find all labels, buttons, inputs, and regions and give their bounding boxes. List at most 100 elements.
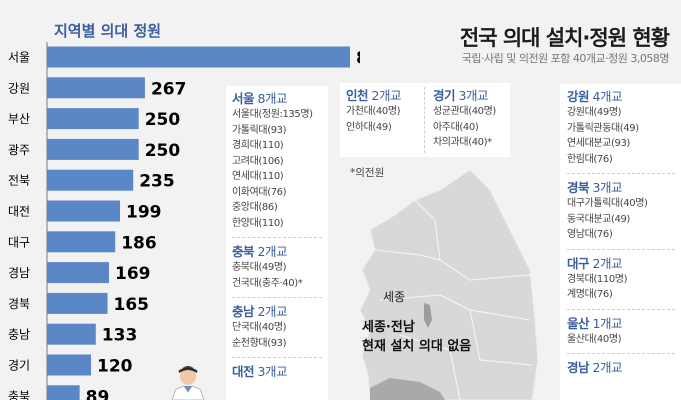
school-item: 서울대(정원:135명) xyxy=(232,109,313,120)
value-label: 250 xyxy=(145,141,181,161)
region-count: 3개교 xyxy=(257,364,288,379)
school-item: 영남대(76) xyxy=(567,229,613,240)
panel-capital-area: 인천 2개교 가천대(40명) 인하대(49) 경기 3개교 성균관대(40명) 아… xyxy=(340,83,510,157)
school-item: 성균관대(40명) xyxy=(433,106,496,117)
bar-경북 xyxy=(47,292,108,314)
divider xyxy=(232,297,322,298)
bar-경남 xyxy=(47,262,109,284)
school-item: 고려대(106) xyxy=(232,155,284,167)
region-name: 대전 xyxy=(232,364,255,379)
bar-경기 xyxy=(47,354,92,376)
map-note: *의전원 xyxy=(350,167,385,179)
map-caption-line2: 현재 설치 의대 없음 xyxy=(362,339,472,354)
jeonnam-region xyxy=(370,378,445,400)
map-border-lines xyxy=(374,199,533,400)
category-label: 충북 xyxy=(8,389,30,400)
school-item: 대구가톨릭대(40명) xyxy=(567,198,648,209)
school-item: 강원대(49명) xyxy=(567,107,622,118)
school-item: 울산대(40명) xyxy=(567,333,622,345)
school-item: 순천향대(93) xyxy=(232,337,287,349)
school-item: 경희대(110) xyxy=(232,140,284,151)
school-item: 건국대(충주·40)* xyxy=(232,277,303,289)
divider xyxy=(567,308,675,310)
category-label: 대전 xyxy=(8,205,30,219)
region-count: 2개교 xyxy=(592,255,623,271)
region-name: 서울 xyxy=(232,91,255,106)
value-number: 199 xyxy=(126,203,161,223)
value-number: 89 xyxy=(86,387,110,400)
value-number: 120 xyxy=(97,357,133,377)
region-count: 2개교 xyxy=(592,360,623,375)
divider xyxy=(567,248,675,250)
region-heading-gangwon: 강원 4개교 xyxy=(567,88,675,105)
doctor-illustration xyxy=(171,366,205,400)
region-count: 3개교 xyxy=(592,180,623,195)
bar-대전 xyxy=(47,200,120,222)
category-label: 경남 xyxy=(8,266,30,280)
category-label: 경기 xyxy=(8,359,30,373)
bar-부산 xyxy=(47,108,139,130)
region-count: 2개교 xyxy=(371,88,402,103)
bar-서울 xyxy=(47,46,350,68)
divider xyxy=(567,353,675,354)
value-number: 169 xyxy=(115,264,151,284)
category-label: 충남 xyxy=(8,328,30,342)
region-count: 2개교 xyxy=(257,244,288,259)
region-heading-gyeongnam: 경남 2개교 xyxy=(567,359,675,376)
region-heading-incheon: 인천 2개교 xyxy=(346,87,416,104)
region-name: 경북 xyxy=(567,180,590,195)
school-item: 이화여대(76) xyxy=(232,186,287,198)
value-number: 250 xyxy=(145,110,181,130)
school-item: 가천대(40명) xyxy=(346,106,401,117)
panel-column-right: 강원 4개교 강원대(49명) 가톨릭관동대(49) 연세대분교(93) 한림대(76… xyxy=(560,84,681,400)
region-heading-daegu: 대구 2개교 xyxy=(567,255,675,272)
category-label: 경북 xyxy=(8,297,30,311)
value-label: 250 xyxy=(145,110,181,130)
region-count: 3개교 xyxy=(458,88,489,103)
value-label: 186 xyxy=(121,233,157,253)
region-heading-seoul: 서울 8개교 xyxy=(232,90,322,107)
region-heading-daejeon: 대전 3개교 xyxy=(232,363,322,380)
value-label: 89 xyxy=(86,387,110,400)
category-label: 부산 xyxy=(8,112,30,126)
value-label: 235 xyxy=(139,172,175,192)
region-heading-chungbuk: 충북 2개교 xyxy=(232,243,322,260)
korea-map xyxy=(359,169,539,400)
subtitle: 국립·사립 및 의전원 포함 40개교·정원 3,058명 xyxy=(461,52,670,65)
school-item: 가톨릭관동대(49) xyxy=(567,122,639,134)
region-name: 인천 xyxy=(346,88,369,103)
bar-전북 xyxy=(47,169,134,191)
panel-column-left: 서울 8개교 서울대(정원:135명) 가톨릭대(93) 경희대(110) 고려대(1… xyxy=(226,86,328,400)
region-heading-chungnam: 충남 2개교 xyxy=(232,303,322,320)
school-item: 연세대(110) xyxy=(232,171,284,182)
region-heading-gyeonggi: 경기 3개교 xyxy=(433,87,496,104)
value-label: 199 xyxy=(126,203,161,223)
bar-광주 xyxy=(47,138,139,160)
region-heading-ulsan: 울산 1개교 xyxy=(567,315,675,332)
region-count: 2개교 xyxy=(257,304,288,319)
school-item: 경북대(110명) xyxy=(567,273,628,285)
bar-chart: 서울 826명강원 267 부산 250 광주 250 전북 235 대전 199 대구 186 경남 16… xyxy=(8,42,360,400)
divider xyxy=(232,357,322,358)
value-number: 133 xyxy=(102,326,138,346)
region-name: 충북 xyxy=(232,244,255,259)
category-label: 대구 xyxy=(8,235,30,249)
panel-incheon: 인천 2개교 가천대(40명) 인하대(49) xyxy=(346,87,416,153)
school-item: 단국대(40명) xyxy=(232,322,287,333)
school-item: 아주대(40) xyxy=(433,121,479,133)
map-outline xyxy=(359,169,539,400)
region-count: 1개교 xyxy=(592,315,623,331)
school-item: 한림대(76) xyxy=(567,153,613,165)
value-number: 826 xyxy=(356,49,360,69)
value-label: 133 xyxy=(102,326,138,346)
value-label: 165 xyxy=(114,295,150,315)
region-name: 충남 xyxy=(232,304,255,319)
divider xyxy=(567,173,675,174)
category-label: 강원 xyxy=(8,81,30,95)
school-item: 연세대분교(93) xyxy=(567,138,630,149)
region-name: 경남 xyxy=(567,360,590,375)
region-name: 경기 xyxy=(433,88,456,103)
value-number: 267 xyxy=(151,79,187,99)
value-label: 267 xyxy=(151,79,187,99)
school-item: 충북대(49명) xyxy=(232,262,287,273)
